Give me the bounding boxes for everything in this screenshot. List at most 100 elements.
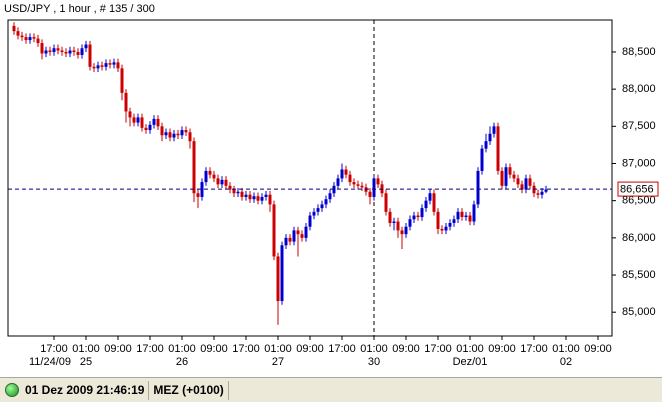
candle-body bbox=[292, 230, 296, 242]
y-tick-label: 87,500 bbox=[622, 120, 656, 132]
candle-body bbox=[436, 211, 440, 229]
y-tick-label: 86,500 bbox=[622, 195, 656, 207]
candle-body bbox=[228, 185, 232, 190]
candle-body bbox=[456, 211, 460, 220]
candle-body bbox=[16, 31, 20, 36]
candle-body bbox=[400, 230, 404, 235]
candle-body bbox=[304, 226, 308, 238]
candle-body bbox=[192, 141, 196, 194]
x-tick-label: 17:00 bbox=[136, 343, 164, 355]
candle-body bbox=[272, 204, 276, 257]
candle-body bbox=[336, 178, 340, 186]
x-tick-label: 01:00 bbox=[168, 343, 196, 355]
candle-body bbox=[240, 191, 244, 197]
candle-body bbox=[480, 148, 484, 171]
candle-body bbox=[372, 178, 376, 197]
candle-body bbox=[196, 193, 200, 197]
candle-body bbox=[288, 237, 292, 242]
candle-body bbox=[508, 167, 512, 175]
chart: USD/JPY , 1 hour , # 135 / 300 85,000 85,… bbox=[4, 3, 659, 368]
candle-body bbox=[428, 193, 432, 201]
y-tick-label: 85,500 bbox=[622, 269, 656, 281]
candle-body bbox=[376, 178, 380, 185]
candle-body bbox=[156, 118, 160, 127]
candle-body bbox=[176, 133, 180, 136]
candle-body bbox=[244, 194, 248, 197]
candle-body bbox=[352, 182, 356, 185]
candle-body bbox=[216, 178, 220, 185]
candle-body bbox=[260, 196, 264, 201]
candle-body bbox=[124, 92, 128, 112]
candle-body bbox=[252, 196, 256, 200]
x-tick-label: 01:00 bbox=[456, 343, 484, 355]
candle-body bbox=[28, 37, 32, 41]
candle-body bbox=[320, 204, 324, 209]
candle-body bbox=[392, 221, 396, 223]
candle-body bbox=[208, 170, 212, 175]
candle-body bbox=[484, 141, 488, 149]
candle-body bbox=[476, 170, 480, 205]
candle-body bbox=[184, 130, 188, 133]
status-timezone: MEZ (+0100) bbox=[149, 380, 229, 400]
candle-body bbox=[40, 43, 44, 54]
candle-body bbox=[432, 193, 436, 212]
date-tick-label: 02 bbox=[560, 356, 572, 368]
candle-body bbox=[312, 211, 316, 216]
x-tick-label: 17:00 bbox=[40, 343, 68, 355]
x-tick-label: 09:00 bbox=[104, 343, 132, 355]
candle-body bbox=[296, 230, 300, 235]
candle-body bbox=[120, 68, 124, 93]
candle-body bbox=[472, 204, 476, 222]
x-tick-label: 09:00 bbox=[488, 343, 516, 355]
candle-body bbox=[424, 200, 428, 209]
candle-body bbox=[528, 178, 532, 186]
x-tick-label: 01:00 bbox=[264, 343, 292, 355]
candle-body bbox=[488, 133, 492, 142]
candle-body bbox=[248, 194, 252, 200]
candle-body bbox=[384, 193, 388, 212]
candle-body bbox=[100, 65, 104, 67]
date-tick-label: 26 bbox=[176, 356, 188, 368]
date-tick-label: 27 bbox=[272, 356, 284, 368]
candle-body bbox=[200, 182, 204, 197]
candle-body bbox=[464, 215, 468, 218]
candle-body bbox=[276, 256, 280, 302]
candle-body bbox=[168, 132, 172, 138]
candle-body bbox=[412, 215, 416, 220]
candle-body bbox=[140, 117, 144, 128]
candle-body bbox=[104, 63, 108, 67]
x-tick-label: 01:00 bbox=[552, 343, 580, 355]
candle-body bbox=[300, 234, 304, 238]
candle-body bbox=[540, 191, 544, 195]
candle-body bbox=[344, 169, 348, 175]
candle-body bbox=[520, 184, 524, 190]
candle-body bbox=[48, 50, 52, 52]
x-tick-label: 17:00 bbox=[424, 343, 452, 355]
candle-body bbox=[20, 35, 24, 38]
candle-body bbox=[440, 228, 444, 231]
x-tick-label: 01:00 bbox=[360, 343, 388, 355]
date-tick-label: 30 bbox=[368, 356, 380, 368]
candle-body bbox=[12, 25, 16, 32]
candle-body bbox=[148, 124, 152, 131]
x-tick-label: 09:00 bbox=[584, 343, 612, 355]
candle-body bbox=[160, 126, 164, 136]
date-tick-label: 11/24/09 bbox=[29, 356, 71, 368]
candle-body bbox=[88, 44, 92, 67]
candle-body bbox=[284, 237, 288, 246]
candle-body bbox=[448, 222, 452, 227]
candle-body bbox=[92, 66, 96, 69]
x-tick-label: 09:00 bbox=[200, 343, 228, 355]
candle-body bbox=[460, 211, 464, 218]
plot-area bbox=[7, 19, 613, 337]
candle-body bbox=[268, 194, 272, 205]
candle-body bbox=[44, 50, 48, 54]
candle-body bbox=[368, 191, 372, 197]
candle-body bbox=[152, 118, 156, 125]
candle-body bbox=[236, 191, 240, 194]
candle-body bbox=[516, 178, 520, 185]
candle-body bbox=[468, 215, 472, 222]
candle-body bbox=[324, 199, 328, 205]
candle-body bbox=[388, 211, 392, 223]
